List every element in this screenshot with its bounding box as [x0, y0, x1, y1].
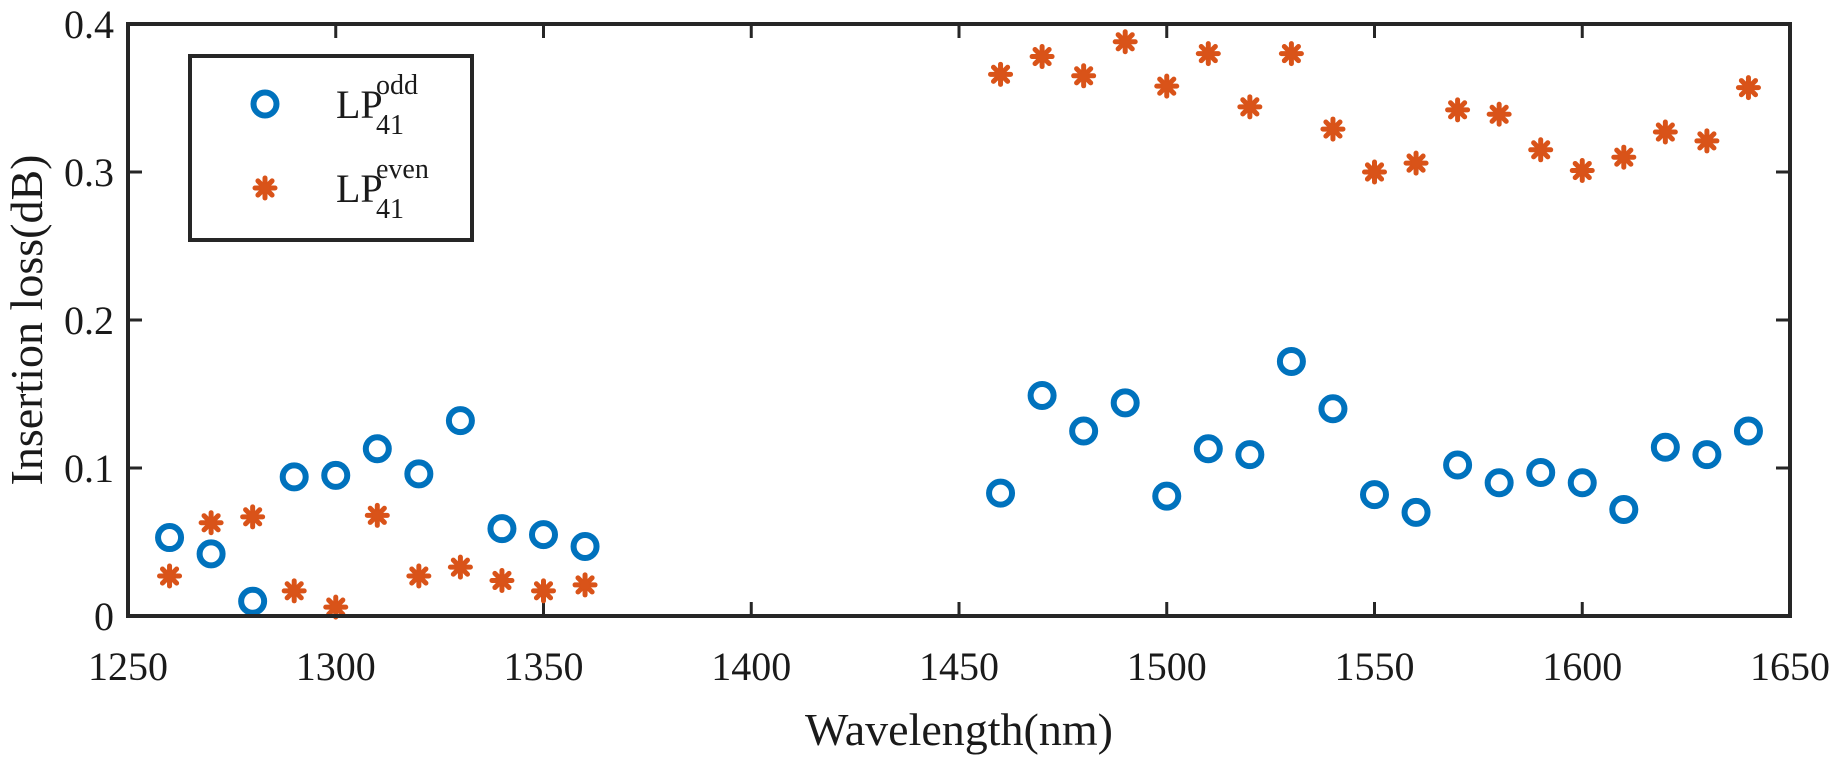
even-point: [489, 567, 515, 593]
data-marks: [155, 29, 1763, 620]
odd-point: [1276, 346, 1306, 376]
x-axis-title: Wavelength(nm): [805, 704, 1113, 755]
y-tick-label: 0.1: [64, 446, 114, 491]
even-point: [157, 563, 183, 589]
odd-point: [1733, 416, 1763, 446]
even-point: [1237, 94, 1263, 120]
even-point: [1154, 73, 1180, 99]
odd-point: [1360, 480, 1389, 510]
legend-label: LP41even: [336, 154, 429, 225]
even-point: [323, 594, 349, 620]
odd-point: [196, 539, 226, 569]
even-point: [1611, 144, 1637, 170]
y-axis-title: Insertion loss(dB): [1, 155, 52, 486]
even-point: [1735, 75, 1761, 101]
y-tick-label: 0: [94, 594, 114, 639]
even-point: [364, 502, 390, 528]
odd-point: [279, 462, 309, 492]
odd-point: [321, 460, 351, 490]
even-point: [1528, 137, 1554, 163]
axis-ticks: 1250 1300 1350 1400 1450 1500 1550 1600 1650 0 0.1…: [64, 2, 1830, 689]
odd-point: [1235, 440, 1265, 470]
even-point: [1195, 41, 1221, 67]
even-point: [1071, 63, 1097, 89]
even-point: [447, 554, 473, 580]
series-even: [157, 29, 1761, 620]
even-point: [406, 563, 432, 589]
even-point: [1569, 158, 1595, 184]
even-point: [1652, 119, 1678, 145]
even-point: [1112, 29, 1138, 55]
x-tick-label: 1550: [1335, 644, 1415, 689]
legend-item-odd: LP41odd: [250, 70, 418, 141]
odd-point: [404, 459, 434, 489]
y-tick-label: 0.4: [64, 2, 114, 47]
odd-point: [1484, 468, 1514, 498]
plot-frame: [126, 22, 1792, 618]
x-tick-label: 1600: [1542, 644, 1622, 689]
y-tick-label: 0.3: [64, 150, 114, 195]
legend: LP41odd LP41even: [188, 54, 474, 242]
odd-point: [1401, 497, 1431, 527]
odd-point: [1152, 481, 1182, 511]
even-point: [198, 510, 224, 536]
legend-marker-even: [252, 175, 278, 201]
odd-point: [1318, 394, 1348, 424]
even-point: [1445, 97, 1471, 123]
legend-marker-odd: [250, 89, 280, 119]
odd-point: [1609, 494, 1639, 524]
odd-point: [986, 478, 1016, 508]
x-tick-label: 1500: [1127, 644, 1207, 689]
odd-point: [445, 406, 475, 436]
odd-point: [1110, 388, 1140, 418]
odd-point: [1692, 440, 1722, 470]
odd-point: [1027, 380, 1057, 410]
even-point: [988, 61, 1014, 87]
odd-point: [155, 523, 185, 553]
odd-point: [570, 531, 600, 561]
even-point: [1320, 116, 1346, 142]
odd-point: [362, 434, 392, 464]
even-point: [1278, 41, 1304, 67]
even-point: [1362, 159, 1387, 185]
odd-point: [487, 514, 517, 544]
even-point: [531, 578, 556, 604]
odd-point: [1443, 450, 1473, 480]
odd-point: [529, 520, 558, 550]
odd-point: [1567, 468, 1597, 498]
even-point: [1486, 101, 1512, 127]
x-tick-label: 1650: [1750, 644, 1830, 689]
odd-point: [1193, 434, 1223, 464]
x-tick-label: 1450: [919, 644, 999, 689]
even-point: [1694, 128, 1720, 154]
x-tick-label: 1250: [88, 644, 168, 689]
series-odd: [155, 346, 1763, 616]
legend-label: LP41odd: [336, 70, 418, 141]
legend-item-even: LP41even: [252, 154, 429, 225]
even-point: [572, 572, 598, 598]
even-point: [1029, 44, 1055, 70]
even-point: [281, 578, 307, 604]
odd-point: [1526, 457, 1556, 487]
odd-point: [238, 586, 268, 616]
legend-box: [188, 54, 474, 242]
even-point: [1403, 150, 1429, 176]
x-tick-label: 1300: [296, 644, 376, 689]
even-point: [240, 504, 266, 530]
x-tick-label: 1400: [711, 644, 791, 689]
y-tick-label: 0.2: [64, 298, 114, 343]
odd-point: [1650, 432, 1680, 462]
x-tick-label: 1350: [504, 644, 584, 689]
odd-point: [1069, 416, 1099, 446]
